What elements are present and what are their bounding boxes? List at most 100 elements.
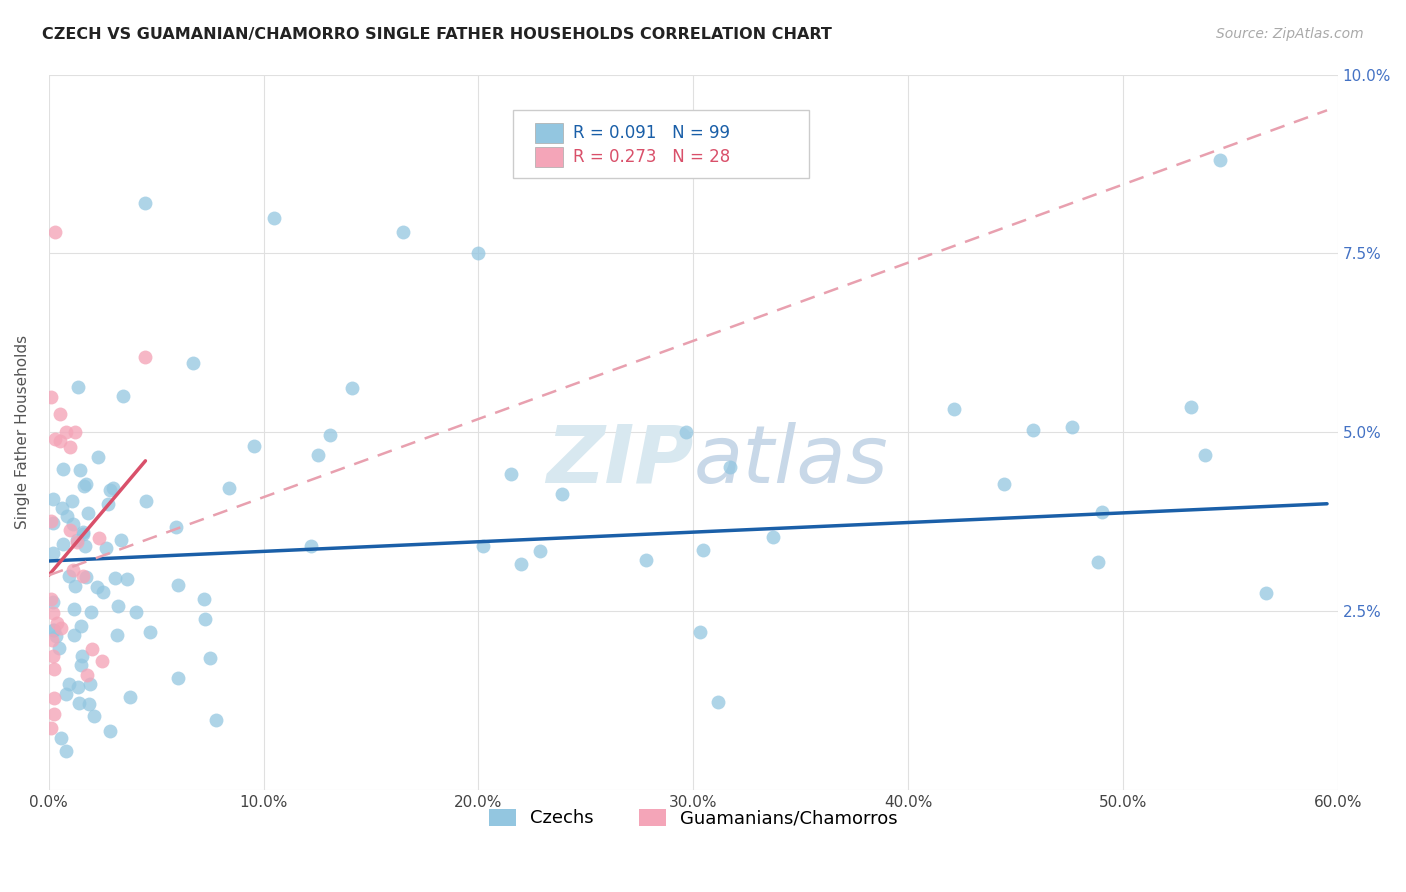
Point [72,524,94,539]
Point [134,350,156,364]
Point [471,539,494,553]
Point [107,599,129,614]
Point [91,654,114,668]
Point [134,196,156,211]
Point [467,246,489,260]
Point [56,508,79,523]
Point [551,487,574,501]
Point [707,695,730,709]
Point [181,356,204,370]
Point [193,591,215,606]
Point [42,707,65,722]
Point [75,477,97,491]
Point [110,533,132,547]
Point [45,616,67,631]
Point [52,462,75,476]
Point [942,401,965,416]
Point [77,697,100,711]
Point [166,672,188,686]
Point [1060,420,1083,434]
Point [307,448,329,462]
Point [66,533,89,548]
Point [299,539,322,553]
Point [125,605,148,619]
Point [993,476,1015,491]
Point [319,428,342,442]
Point [70,658,93,673]
Point [675,425,697,439]
Point [101,481,124,495]
Point [49,434,72,448]
Point [42,516,65,530]
Point [42,691,65,706]
Point [139,625,162,640]
Point [242,439,264,453]
Point [63,425,86,440]
Bar [534,147,562,167]
Text: Source: ZipAtlas.com: Source: ZipAtlas.com [1216,27,1364,41]
Point [51,501,73,516]
Point [42,546,65,560]
Point [72,569,94,583]
Point [104,571,127,585]
Point [392,225,415,239]
Point [76,668,98,682]
Point [49,731,72,746]
Point [105,627,128,641]
Point [1087,555,1109,569]
Point [218,481,240,495]
Text: R = 0.273   N = 28: R = 0.273 N = 28 [574,148,731,166]
Point [39,592,62,607]
Point [198,651,221,665]
Point [529,544,551,558]
Point [59,523,82,537]
Point [77,506,100,520]
Point [39,721,62,735]
Point [55,744,77,758]
Point [83,708,105,723]
Point [44,433,66,447]
Point [636,553,658,567]
Point [66,534,89,549]
Point [48,407,70,421]
Point [1208,153,1230,168]
Point [762,530,785,544]
Point [67,680,90,694]
Point [87,531,110,545]
Point [112,389,135,403]
Point [194,612,217,626]
Point [91,585,114,599]
Point [72,527,94,541]
Point [39,390,62,404]
Point [1022,423,1045,437]
Point [86,580,108,594]
Point [42,606,65,620]
Point [49,621,72,635]
Point [97,497,120,511]
Point [41,632,63,647]
Point [62,628,84,642]
Point [100,723,122,738]
Point [58,677,80,691]
Point [66,380,89,394]
Text: CZECH VS GUAMANIAN/CHAMORRO SINGLE FATHER HOUSEHOLDS CORRELATION CHART: CZECH VS GUAMANIAN/CHAMORRO SINGLE FATHE… [42,27,832,42]
Point [96,541,118,555]
Point [80,606,103,620]
Point [60,493,83,508]
Point [79,677,101,691]
Point [1254,586,1277,600]
Point [69,463,91,477]
Point [70,649,93,664]
Point [59,440,82,454]
Point [87,450,110,465]
Point [205,714,228,728]
Point [117,572,139,586]
Point [67,696,90,710]
Text: R = 0.091   N = 99: R = 0.091 N = 99 [574,124,730,142]
Point [135,494,157,508]
Point [718,460,741,475]
Bar [534,123,562,144]
Point [63,579,86,593]
Point [62,563,84,577]
Point [501,467,523,481]
